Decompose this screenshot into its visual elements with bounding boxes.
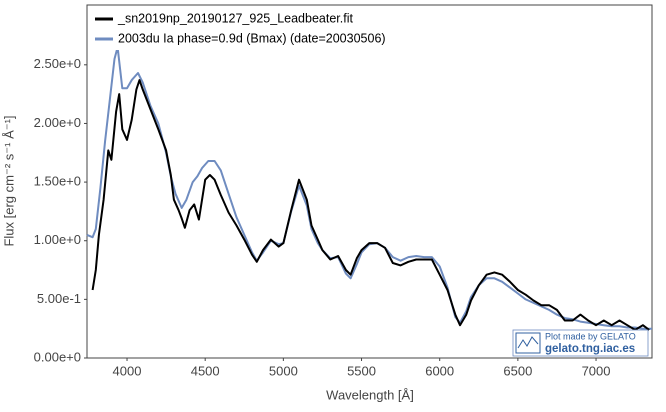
legend-box [90, 8, 445, 50]
watermark-url: gelato.tng.iac.es [545, 343, 635, 355]
legend-label: _sn2019np_20190127_925_Leadbeater.fit [117, 11, 353, 25]
watermark-icon-line [517, 336, 539, 349]
watermark-box [512, 329, 649, 357]
watermark-icon [515, 332, 541, 354]
spectrum-line [91, 79, 650, 331]
lines [86, 46, 652, 331]
x-tick-label: 4000 [113, 363, 142, 378]
y-tick-label: 5.00e-1 [37, 291, 81, 306]
y-tick-label: 2.50e+0 [34, 56, 81, 71]
y-tick-label: 2.00e+0 [34, 115, 81, 130]
x-tick-label: 6000 [425, 363, 454, 378]
y-tick-label: 0.00e+0 [34, 349, 81, 364]
watermark-text: Plot made by GELATO [545, 331, 636, 341]
x-tick-label: 6500 [503, 363, 532, 378]
x-tick-label: 4500 [191, 363, 220, 378]
x-tick-label: 7000 [582, 363, 611, 378]
y-tick-label: 1.00e+0 [34, 232, 81, 247]
y-tick-label: 1.50e+0 [34, 174, 81, 189]
legend-label: 2003du Ia phase=0.9d (Bmax) (date=200305… [118, 31, 386, 45]
legend: _sn2019np_20190127_925_Leadbeater.fit 200… [95, 11, 386, 45]
x-tick-label: 5000 [269, 363, 298, 378]
x-tick-label: 5500 [347, 363, 376, 378]
y-axis-label: Flux [erg cm⁻² s⁻¹ Å⁻¹] [1, 115, 16, 246]
plot-frame [86, 4, 653, 359]
x-axis-label: Wavelength [Å] [326, 387, 414, 402]
